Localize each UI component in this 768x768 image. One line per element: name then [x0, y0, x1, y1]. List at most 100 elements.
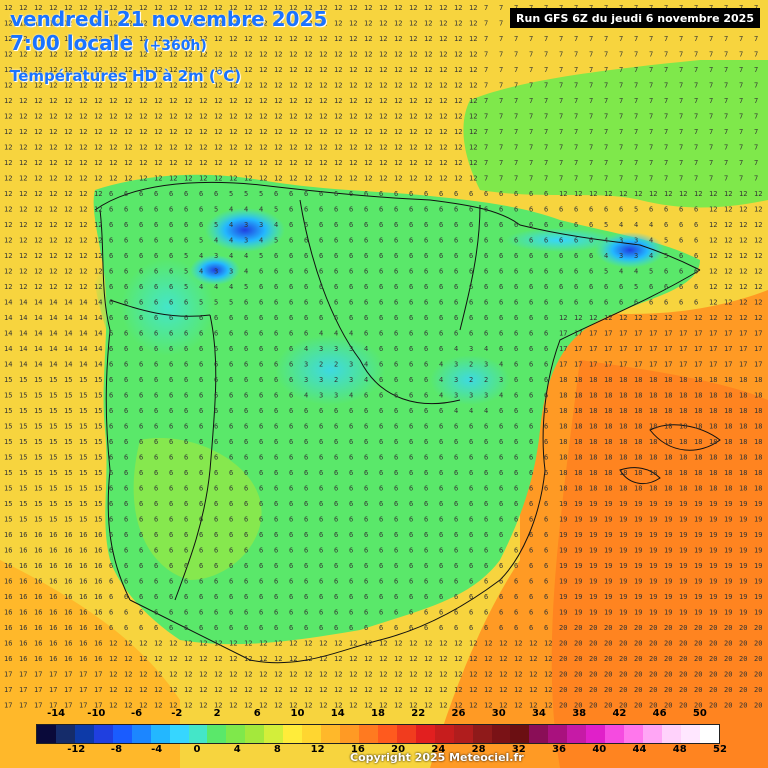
svg-text:7: 7 [724, 97, 728, 105]
svg-text:17: 17 [34, 686, 42, 694]
svg-text:6: 6 [424, 469, 428, 477]
svg-text:6: 6 [574, 283, 578, 291]
svg-text:12: 12 [694, 190, 702, 198]
svg-text:6: 6 [499, 283, 503, 291]
svg-text:6: 6 [304, 578, 308, 586]
svg-text:6: 6 [244, 330, 248, 338]
svg-text:17: 17 [679, 361, 687, 369]
svg-text:6: 6 [469, 500, 473, 508]
svg-text:15: 15 [94, 516, 102, 524]
svg-text:12: 12 [334, 35, 342, 43]
svg-text:12: 12 [184, 671, 192, 679]
svg-text:6: 6 [484, 221, 488, 229]
svg-text:6: 6 [424, 299, 428, 307]
svg-text:6: 6 [139, 454, 143, 462]
svg-text:6: 6 [169, 423, 173, 431]
svg-text:17: 17 [634, 330, 642, 338]
svg-text:6: 6 [544, 531, 548, 539]
svg-text:20: 20 [619, 702, 627, 710]
svg-text:6: 6 [544, 624, 548, 632]
svg-text:12: 12 [394, 159, 402, 167]
svg-text:6: 6 [349, 268, 353, 276]
svg-text:4: 4 [439, 361, 443, 369]
svg-text:6: 6 [289, 299, 293, 307]
svg-text:6: 6 [199, 361, 203, 369]
svg-text:12: 12 [139, 655, 147, 663]
parameter-label: Températures HD à 2m (°C) [10, 67, 242, 85]
svg-text:12: 12 [64, 4, 72, 12]
svg-text:7: 7 [589, 159, 593, 167]
svg-text:7: 7 [574, 159, 578, 167]
svg-text:12: 12 [199, 82, 207, 90]
svg-text:18: 18 [754, 438, 762, 446]
svg-text:15: 15 [64, 500, 72, 508]
svg-text:6: 6 [214, 547, 218, 555]
svg-text:6: 6 [244, 609, 248, 617]
svg-text:12: 12 [409, 35, 417, 43]
svg-text:12: 12 [259, 128, 267, 136]
svg-text:6: 6 [229, 562, 233, 570]
svg-text:6: 6 [109, 578, 113, 586]
svg-text:6: 6 [244, 454, 248, 462]
svg-text:17: 17 [649, 330, 657, 338]
svg-text:6: 6 [169, 562, 173, 570]
svg-text:12: 12 [304, 35, 312, 43]
svg-text:6: 6 [424, 283, 428, 291]
svg-text:20: 20 [574, 702, 582, 710]
svg-text:4: 4 [484, 345, 488, 353]
svg-text:12: 12 [154, 655, 162, 663]
svg-text:6: 6 [244, 562, 248, 570]
svg-text:18: 18 [634, 454, 642, 462]
svg-text:19: 19 [574, 500, 582, 508]
svg-text:6: 6 [484, 330, 488, 338]
svg-text:6: 6 [469, 423, 473, 431]
svg-text:16: 16 [94, 655, 102, 663]
svg-text:6: 6 [229, 500, 233, 508]
svg-text:6: 6 [274, 190, 278, 198]
svg-text:4: 4 [499, 361, 503, 369]
forecast-date: vendredi 21 novembre 2025 [10, 7, 328, 31]
legend-swatch [226, 725, 246, 743]
svg-text:6: 6 [289, 392, 293, 400]
svg-text:18: 18 [559, 469, 567, 477]
svg-text:6: 6 [439, 438, 443, 446]
legend-label: -10 [87, 708, 106, 719]
svg-text:6: 6 [409, 190, 413, 198]
svg-text:16: 16 [94, 578, 102, 586]
svg-text:12: 12 [94, 20, 102, 28]
svg-text:12: 12 [499, 640, 507, 648]
svg-text:6: 6 [259, 345, 263, 353]
svg-text:6: 6 [214, 624, 218, 632]
svg-text:12: 12 [184, 97, 192, 105]
svg-text:7: 7 [709, 66, 713, 74]
svg-text:17: 17 [664, 361, 672, 369]
svg-text:6: 6 [499, 516, 503, 524]
svg-text:4: 4 [229, 206, 233, 214]
svg-text:6: 6 [139, 423, 143, 431]
svg-text:16: 16 [64, 609, 72, 617]
svg-text:18: 18 [649, 392, 657, 400]
svg-text:12: 12 [64, 221, 72, 229]
svg-text:7: 7 [754, 144, 758, 152]
svg-text:6: 6 [109, 531, 113, 539]
svg-text:16: 16 [94, 640, 102, 648]
svg-text:20: 20 [754, 624, 762, 632]
svg-text:12: 12 [34, 159, 42, 167]
svg-text:6: 6 [109, 361, 113, 369]
svg-text:6: 6 [424, 330, 428, 338]
svg-text:6: 6 [379, 283, 383, 291]
svg-text:15: 15 [49, 392, 57, 400]
svg-text:16: 16 [64, 640, 72, 648]
svg-text:20: 20 [739, 655, 747, 663]
svg-text:6: 6 [574, 221, 578, 229]
svg-text:12: 12 [34, 237, 42, 245]
legend-swatch [302, 725, 322, 743]
svg-text:12: 12 [694, 314, 702, 322]
svg-text:6: 6 [499, 345, 503, 353]
svg-text:12: 12 [679, 314, 687, 322]
svg-text:12: 12 [409, 20, 417, 28]
svg-text:3: 3 [214, 252, 218, 260]
svg-text:3: 3 [454, 376, 458, 384]
svg-text:12: 12 [454, 4, 462, 12]
svg-text:7: 7 [529, 113, 533, 121]
